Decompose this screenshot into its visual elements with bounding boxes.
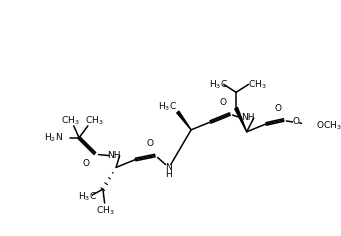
Text: CH$_3$: CH$_3$: [96, 205, 115, 217]
Text: H$_3$C: H$_3$C: [209, 78, 228, 91]
Polygon shape: [235, 107, 247, 132]
Text: O: O: [146, 139, 153, 148]
Text: H: H: [165, 170, 172, 179]
Text: O: O: [293, 118, 300, 126]
Text: CH$_3$: CH$_3$: [248, 78, 267, 91]
Text: H$_2$N: H$_2$N: [44, 131, 63, 144]
Text: CH$_3$: CH$_3$: [85, 115, 103, 127]
Text: H$_3$C: H$_3$C: [77, 191, 97, 203]
Polygon shape: [177, 111, 191, 130]
Text: H$_3$C: H$_3$C: [158, 101, 177, 113]
Text: O: O: [219, 98, 226, 107]
Text: CH$_3$: CH$_3$: [61, 115, 79, 127]
Text: O: O: [275, 104, 282, 113]
Text: N: N: [165, 163, 172, 172]
Text: NH: NH: [241, 114, 254, 122]
Text: O: O: [83, 159, 90, 168]
Text: NH: NH: [107, 151, 121, 160]
Text: OCH$_3$: OCH$_3$: [315, 120, 341, 132]
